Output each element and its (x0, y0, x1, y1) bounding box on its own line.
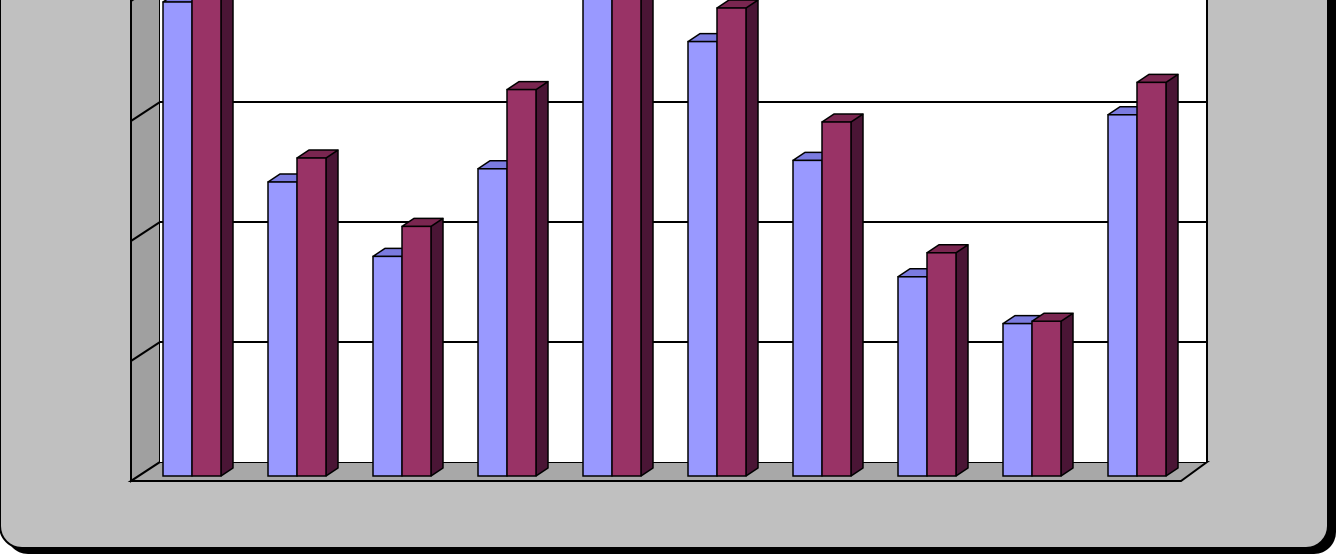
bar-s2-c2 (296, 149, 339, 477)
bar-side (850, 113, 864, 477)
chart-side-wall (130, 0, 161, 483)
bar-front (372, 255, 403, 477)
bar-front (792, 159, 823, 477)
bar-side (745, 0, 759, 477)
bar-front (582, 0, 613, 477)
bar-side (220, 0, 234, 477)
bar-side (1060, 312, 1074, 477)
wall-gridline-200 (130, 221, 161, 242)
bar-s2-c1 (191, 0, 234, 477)
bar-front (1136, 81, 1167, 477)
wall-gridline-300 (130, 101, 161, 122)
bar-front (1031, 320, 1062, 477)
bar-side (430, 217, 444, 477)
bar-front (506, 88, 537, 477)
bar-front (821, 121, 852, 477)
bar-front (687, 40, 718, 477)
bars-layer (162, 0, 1179, 477)
bar-front (401, 225, 432, 477)
bar-front (191, 0, 222, 477)
bar-front (1002, 322, 1033, 477)
bar-front (611, 0, 642, 477)
bar-front (296, 157, 327, 477)
bar-side (955, 244, 969, 477)
bar-s2-c5 (611, 0, 654, 477)
bar-side (535, 80, 549, 477)
bar-side (325, 149, 339, 477)
bar-front (897, 276, 928, 477)
bar-side (1165, 73, 1179, 477)
bar-front (477, 168, 508, 477)
bar-s2-c8 (926, 244, 969, 477)
bar-s2-c6 (716, 0, 759, 477)
bar-s2-c3 (401, 217, 444, 477)
bar-s2-c10 (1136, 73, 1179, 477)
bar-s2-c9 (1031, 312, 1074, 477)
bar-front (926, 252, 957, 477)
bar-front (162, 1, 193, 477)
bar-side (640, 0, 654, 477)
wall-gridline-100 (130, 341, 161, 362)
bar-s2-c4 (506, 80, 549, 477)
bar-front (1107, 114, 1138, 477)
bar-s2-c7 (821, 113, 864, 477)
bar-front (716, 7, 747, 477)
bar-front (267, 181, 298, 477)
